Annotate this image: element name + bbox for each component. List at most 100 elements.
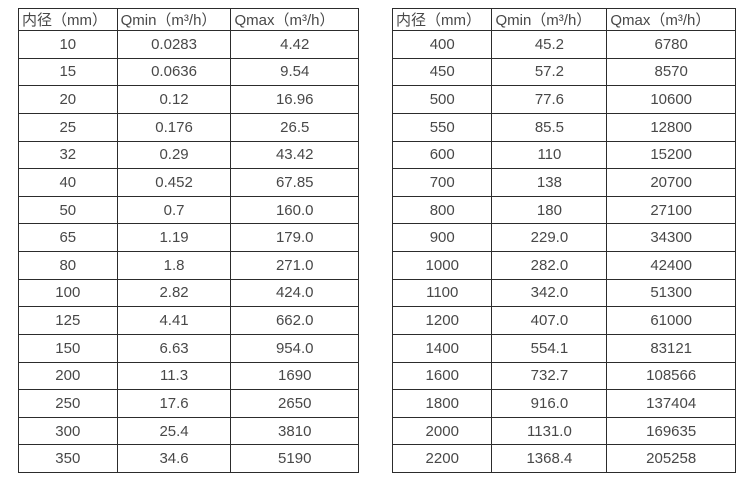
data-cell-2: 43.42 [230, 140, 359, 170]
data-cell-2: 424.0 [230, 278, 359, 308]
data-cell-2: 6780 [606, 30, 736, 59]
data-cell-0: 2200 [391, 444, 493, 473]
data-cell-2: 83121 [606, 333, 736, 363]
table-row: 250 17.6 2650 [18, 389, 359, 418]
data-cell-1: 180 [491, 195, 608, 225]
data-cell-2: 179.0 [230, 223, 359, 252]
header-cell-0: 内径（mm） [391, 8, 493, 31]
flow-spec-table-large-diameters: 内径（mm） Qmin（m³/h） Qmax（m³/h） 400 45.2 6780 45… [391, 8, 736, 473]
data-cell-1: 77.6 [491, 85, 608, 114]
header-row: 内径（mm） Qmin（m³/h） Qmax（m³/h） [391, 8, 736, 31]
table-row: 65 1.19 179.0 [18, 223, 359, 252]
data-cell-0: 200 [18, 361, 118, 391]
table-row: 32 0.29 43.42 [18, 140, 359, 170]
data-cell-2: 9.54 [230, 57, 359, 87]
data-cell-2: 20700 [606, 168, 736, 197]
table-row: 600 110 15200 [391, 140, 736, 170]
data-cell-0: 1000 [391, 251, 493, 280]
table-header-row: 内径（mm） Qmin（m³/h） Qmax（m³/h） [391, 8, 736, 31]
flow-spec-table-small-diameters: 内径（mm） Qmin（m³/h） Qmax（m³/h） 10 0.0283 4.42 1… [18, 8, 359, 473]
data-cell-0: 125 [18, 306, 118, 335]
data-cell-1: 1131.0 [491, 416, 608, 446]
data-cell-0: 150 [18, 333, 118, 363]
data-cell-1: 732.7 [491, 361, 608, 391]
table-body: 10 0.0283 4.42 15 0.0636 9.54 20 0.12 16.96 25 0.1… [18, 30, 359, 473]
data-cell-2: 160.0 [230, 195, 359, 225]
data-cell-0: 100 [18, 278, 118, 308]
table-row: 10 0.0283 4.42 [18, 30, 359, 59]
header-cell-2: Qmax（m³/h） [606, 8, 736, 31]
data-cell-2: 16.96 [230, 85, 359, 114]
header-cell-1: Qmin（m³/h） [116, 8, 232, 31]
data-cell-2: 27100 [606, 195, 736, 225]
data-cell-1: 0.0636 [116, 57, 232, 87]
data-cell-0: 1200 [391, 306, 493, 335]
data-cell-2: 954.0 [230, 333, 359, 363]
data-cell-2: 2650 [230, 389, 359, 418]
table-row: 25 0.176 26.5 [18, 112, 359, 142]
data-cell-2: 169635 [606, 416, 736, 446]
data-cell-0: 20 [18, 85, 118, 114]
table-row: 125 4.41 662.0 [18, 306, 359, 335]
data-cell-0: 900 [391, 223, 493, 252]
data-cell-2: 51300 [606, 278, 736, 308]
data-cell-0: 50 [18, 195, 118, 225]
data-cell-0: 700 [391, 168, 493, 197]
data-cell-1: 11.3 [116, 361, 232, 391]
data-cell-1: 0.452 [116, 168, 232, 197]
data-cell-1: 342.0 [491, 278, 608, 308]
data-cell-1: 1368.4 [491, 444, 608, 473]
data-cell-0: 250 [18, 389, 118, 418]
data-cell-1: 34.6 [116, 444, 232, 473]
data-cell-2: 1690 [230, 361, 359, 391]
data-cell-1: 4.41 [116, 306, 232, 335]
data-cell-1: 2.82 [116, 278, 232, 308]
data-cell-1: 6.63 [116, 333, 232, 363]
table-row: 1600 732.7 108566 [391, 361, 736, 391]
data-cell-2: 5190 [230, 444, 359, 473]
data-cell-1: 229.0 [491, 223, 608, 252]
data-cell-2: 15200 [606, 140, 736, 170]
data-cell-1: 0.12 [116, 85, 232, 114]
table-row: 500 77.6 10600 [391, 85, 736, 114]
data-cell-1: 407.0 [491, 306, 608, 335]
data-cell-2: 3810 [230, 416, 359, 446]
table-row: 1800 916.0 137404 [391, 389, 736, 418]
table-body: 400 45.2 6780 450 57.2 8570 500 77.6 10600 550 85.… [391, 30, 736, 473]
table-row: 2200 1368.4 205258 [391, 444, 736, 473]
data-cell-0: 450 [391, 57, 493, 87]
table-row: 450 57.2 8570 [391, 57, 736, 87]
data-cell-2: 61000 [606, 306, 736, 335]
header-row: 内径（mm） Qmin（m³/h） Qmax（m³/h） [18, 8, 359, 31]
table-header-row: 内径（mm） Qmin（m³/h） Qmax（m³/h） [18, 8, 359, 31]
table-row: 1400 554.1 83121 [391, 333, 736, 363]
data-cell-0: 32 [18, 140, 118, 170]
table-row: 1200 407.0 61000 [391, 306, 736, 335]
data-cell-2: 34300 [606, 223, 736, 252]
data-cell-1: 282.0 [491, 251, 608, 280]
table-row: 80 1.8 271.0 [18, 251, 359, 280]
data-cell-2: 8570 [606, 57, 736, 87]
table-row: 700 138 20700 [391, 168, 736, 197]
data-cell-1: 138 [491, 168, 608, 197]
data-cell-0: 400 [391, 30, 493, 59]
data-cell-1: 1.19 [116, 223, 232, 252]
data-cell-0: 10 [18, 30, 118, 59]
table-row: 900 229.0 34300 [391, 223, 736, 252]
data-cell-1: 25.4 [116, 416, 232, 446]
table-row: 550 85.5 12800 [391, 112, 736, 142]
data-cell-2: 137404 [606, 389, 736, 418]
data-cell-2: 12800 [606, 112, 736, 142]
data-cell-0: 350 [18, 444, 118, 473]
table-row: 2000 1131.0 169635 [391, 416, 736, 446]
table-row: 400 45.2 6780 [391, 30, 736, 59]
data-cell-0: 550 [391, 112, 493, 142]
data-cell-2: 108566 [606, 361, 736, 391]
data-cell-2: 67.85 [230, 168, 359, 197]
data-cell-1: 0.7 [116, 195, 232, 225]
table-row: 20 0.12 16.96 [18, 85, 359, 114]
data-cell-1: 1.8 [116, 251, 232, 280]
data-cell-0: 2000 [391, 416, 493, 446]
data-cell-0: 25 [18, 112, 118, 142]
